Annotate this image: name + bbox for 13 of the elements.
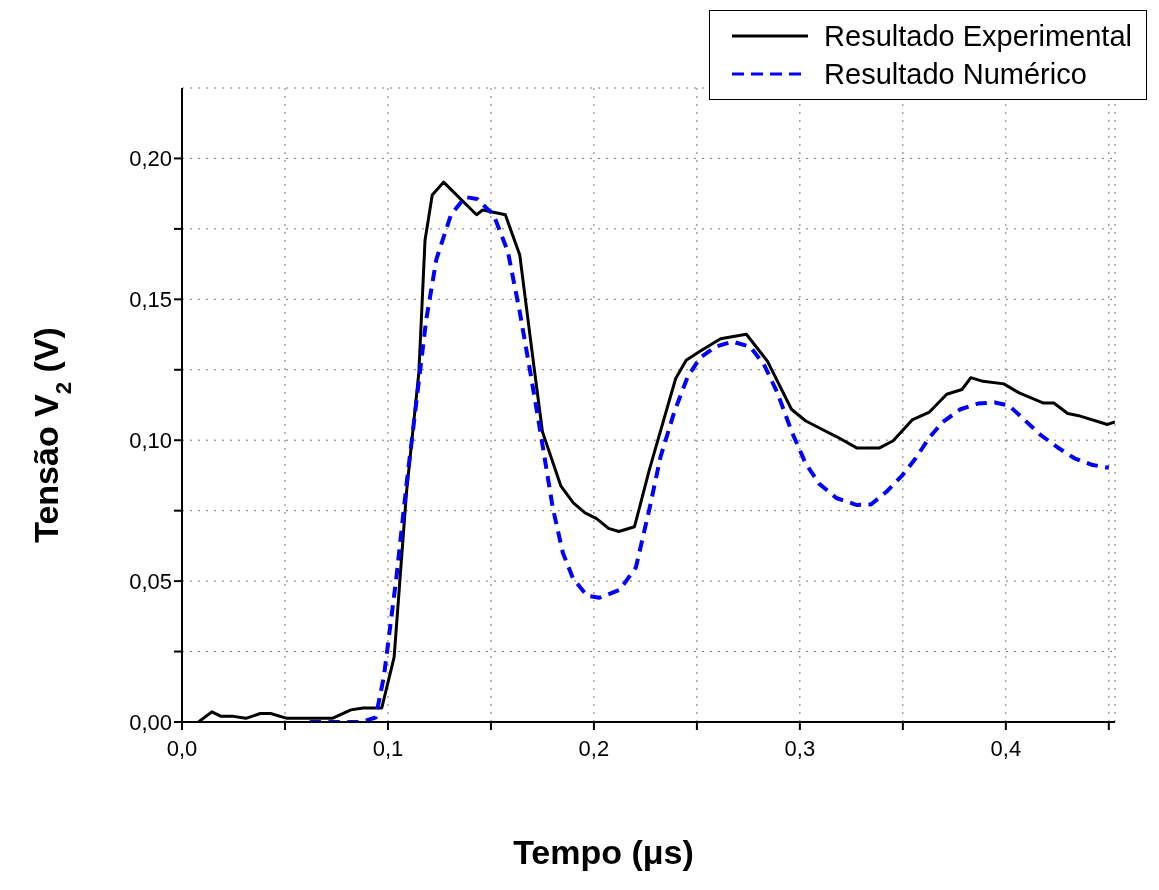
x-tick-label: 0,3	[784, 735, 816, 761]
y-tick-label: 0,15	[129, 287, 172, 313]
legend-label: Resultado Experimental	[824, 19, 1132, 53]
y-tick-label: 0,05	[129, 568, 172, 594]
x-tick-label: 0,0	[166, 735, 198, 761]
x-tick-label: 0,2	[578, 735, 610, 761]
legend-label: Resultado Numérico	[824, 57, 1087, 91]
x-tick-label: 0,1	[372, 735, 404, 761]
x-tick-label: 0,4	[990, 735, 1022, 761]
y-tick-label: 0,00	[129, 709, 172, 735]
y-tick-label: 0,10	[129, 428, 172, 454]
x-axis-title: Tempo (μs)	[513, 833, 694, 871]
y-tick-label: 0,20	[129, 146, 172, 172]
